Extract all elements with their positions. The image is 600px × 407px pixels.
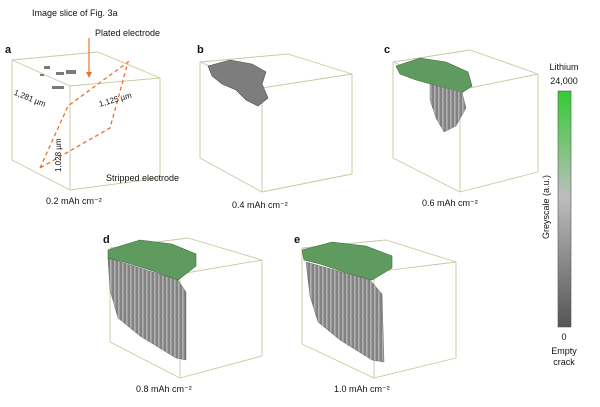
image-slice-label: Image slice of Fig. 3a [32, 8, 118, 18]
dimension-z-label: 1,028 µm [54, 138, 63, 172]
colorbar-axis-title: Greyscale (a.u.) [541, 174, 551, 240]
panel-d-caption: 0.8 mAh cm⁻² [136, 384, 192, 394]
panel-c-deposit-dendrites [429, 83, 467, 133]
panel-a-box [11, 51, 161, 191]
plated-electrode-arrowhead [86, 72, 92, 78]
panel-a-caption: 0.2 mAh cm⁻² [46, 196, 102, 206]
plated-electrode-label: Plated electrode [95, 28, 161, 38]
panel-b-label: b [197, 44, 204, 56]
stripped-electrode-label: Stripped electrode [106, 173, 180, 183]
panel-e-deposit-body [305, 261, 385, 363]
panel-c-label: c [384, 44, 391, 56]
panel-b-deposit [207, 59, 269, 107]
panel-b-box [199, 53, 353, 193]
panel-d-label: d [103, 234, 110, 246]
colorbar-gradient [557, 90, 572, 328]
colorbar-top-label: Lithium [549, 62, 579, 72]
panel-e-deposit-top [301, 241, 393, 281]
panel-a-label: a [5, 44, 12, 56]
panel-d-deposit-top [107, 239, 197, 281]
panel-a-deposit [40, 66, 76, 89]
colorbar-bottom-label-1: Empty [551, 346, 577, 356]
image-slice-outline [38, 60, 130, 170]
colorbar-max-value: 24,000 [550, 76, 578, 86]
panel-b-caption: 0.4 mAh cm⁻² [232, 200, 288, 210]
panel-e-label: e [294, 234, 301, 246]
colorbar-bottom-label-2: crack [553, 357, 575, 367]
panel-d-deposit-body [107, 257, 187, 361]
panel-e-caption: 1.0 mAh cm⁻² [334, 384, 390, 394]
panel-c-caption: 0.6 mAh cm⁻² [422, 198, 478, 208]
panel-c-box [392, 49, 539, 193]
panel-c-deposit-top [395, 57, 473, 95]
colorbar-min-value: 0 [561, 332, 567, 342]
